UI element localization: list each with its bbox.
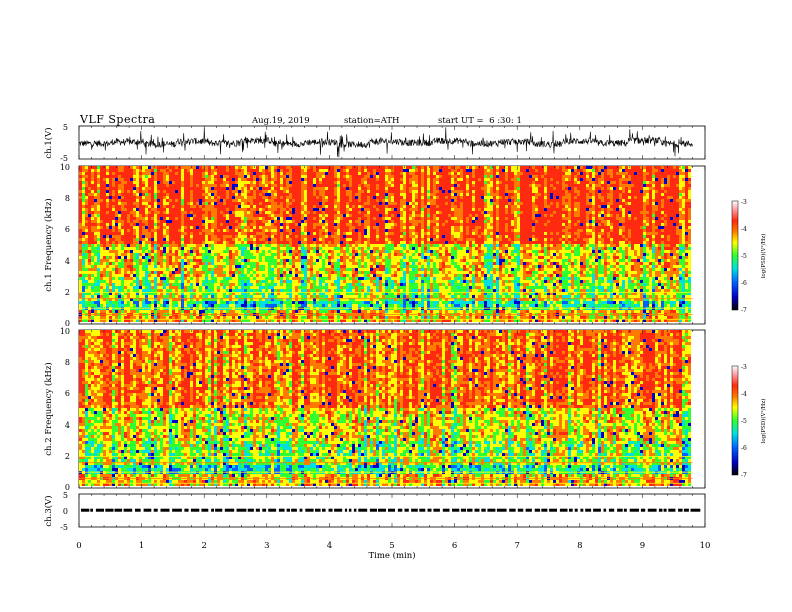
ch1-colorbar (732, 201, 738, 310)
ch1-cb-tick-m3: -3 (741, 199, 747, 206)
x-tick-label-8: 8 (577, 541, 582, 551)
x-tick-label-0: 0 (76, 541, 81, 551)
ch3-ytick-0: 0 (63, 507, 68, 516)
x-tick-label-6: 6 (452, 541, 457, 551)
ch2-cb-label: log(PSD)(V²/Hz) (760, 399, 767, 444)
ch3-ylabel: ch.3(V) (43, 495, 54, 526)
ch2-spectrogram-image (79, 330, 692, 486)
x-axis: 0 1 2 3 4 5 6 7 8 9 10 Time (min) (76, 541, 710, 561)
ch2-cb-tick-m4: -4 (741, 391, 747, 398)
ch2-spectrogram-panel: 10 8 6 4 2 0 ch.2 Frequency (kHz) -3 -4 … (43, 327, 767, 492)
ch1-cb-tick-m5: -5 (741, 253, 747, 260)
ch1-spec-ylabel: ch.1 Frequency (kHz) (43, 198, 54, 291)
ch2-cb-tick-m6: -6 (741, 445, 747, 452)
ch2-ytick-6: 6 (65, 389, 70, 398)
ch2-ytick-4: 4 (65, 421, 70, 430)
x-tick-label-1: 1 (139, 541, 144, 551)
ch1-ylabel: ch.1(V) (43, 127, 54, 158)
ch1-ytick-2: 2 (65, 288, 70, 297)
ch2-cb-tick-m3: -3 (741, 364, 747, 371)
ch1-ytick-10: 10 (60, 163, 70, 172)
ch1-cb-tick-m7: -7 (741, 307, 747, 314)
ch1-cb-tick-m6: -6 (741, 280, 747, 287)
ch1-cb-label: log(PSD)(V²/Hz) (760, 234, 767, 279)
vlf-figure: 5 -5 ch.1(V) 10 8 6 4 2 0 ch.1 Frequency… (0, 0, 792, 612)
ch1-spectrogram-panel: 10 8 6 4 2 0 ch.1 Frequency (kHz) -3 -4 … (43, 163, 767, 328)
ch3-waveform-panel: 5 0 -5 ch.3(V) (43, 491, 705, 532)
ch1-spectrogram-image (79, 166, 692, 322)
x-tick-label-2: 2 (201, 541, 206, 551)
x-tick-label-9: 9 (640, 541, 645, 551)
ch1-waveform-panel: 5 -5 ch.1(V) (43, 123, 705, 163)
x-tick-label-10: 10 (700, 541, 711, 551)
ch2-cb-tick-m5: -5 (741, 418, 747, 425)
ch1-ytick-4: 4 (65, 257, 70, 266)
ch3-ytick-5: 5 (63, 491, 68, 500)
ch3-ytick-m5: -5 (60, 523, 68, 532)
x-tick-label-7: 7 (514, 541, 519, 551)
x-tick-label-5: 5 (389, 541, 394, 551)
x-tick-label-4: 4 (327, 541, 332, 551)
ch1-ytick-bottom: -5 (60, 154, 68, 163)
ch2-colorbar (732, 366, 738, 475)
ch2-ytick-2: 2 (65, 452, 70, 461)
ch2-spec-ylabel: ch.2 Frequency (kHz) (43, 362, 54, 455)
ch2-cb-tick-m7: -7 (741, 472, 747, 479)
ch1-ytick-6: 6 (65, 225, 70, 234)
ch1-ytick-8: 8 (65, 194, 70, 203)
x-tick-label-3: 3 (264, 541, 269, 551)
ch2-ytick-8: 8 (65, 358, 70, 367)
ch1-ytick-top: 5 (63, 123, 68, 132)
x-axis-label: Time (min) (368, 550, 415, 561)
ch2-ytick-10: 10 (60, 327, 70, 336)
ch1-cb-tick-m4: -4 (741, 226, 747, 233)
